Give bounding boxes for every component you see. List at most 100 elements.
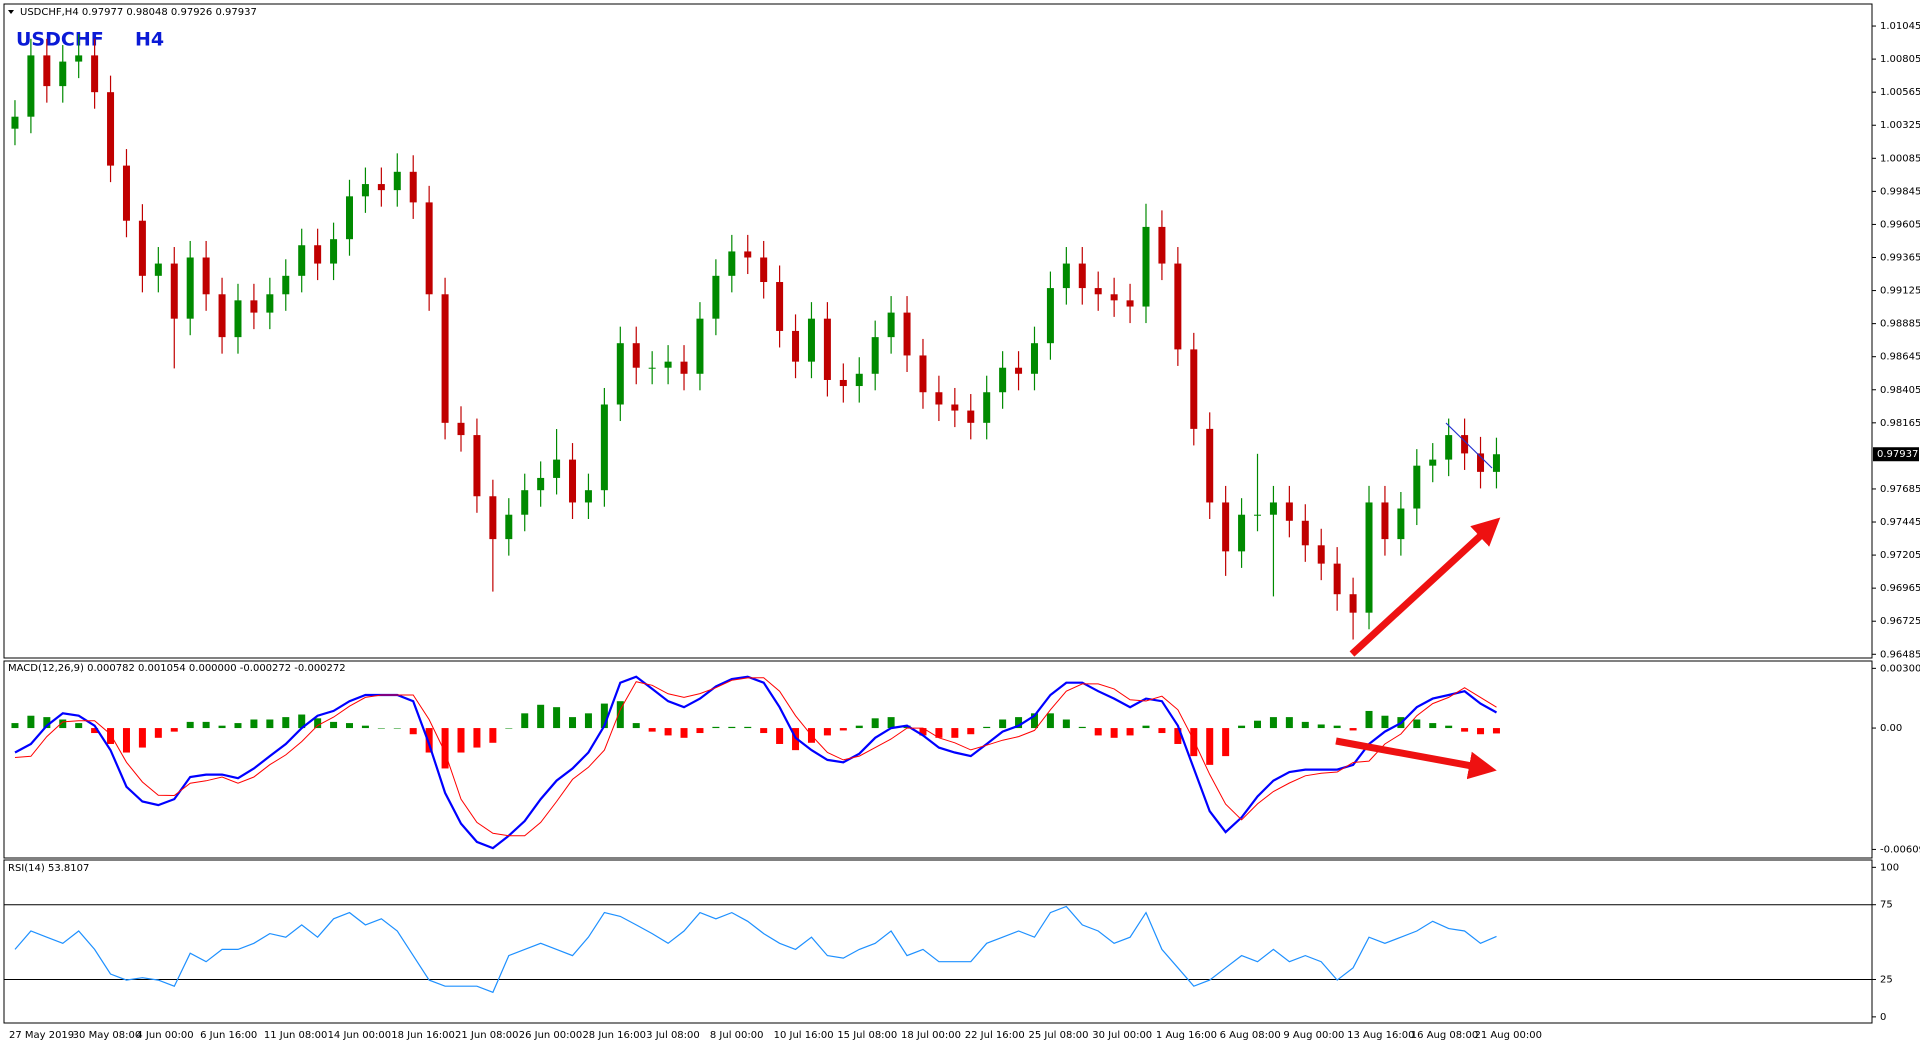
candle-body xyxy=(1397,508,1405,540)
arrow-right xyxy=(1335,737,1497,780)
candle-body xyxy=(1174,263,1182,350)
trend-line xyxy=(1445,422,1493,469)
x-tick-label: 6 Aug 08:00 xyxy=(1220,1030,1281,1041)
rsi-panel xyxy=(3,859,1873,1024)
histogram-bar xyxy=(377,728,385,729)
candle-body xyxy=(1254,514,1262,516)
histogram-bar xyxy=(1222,728,1230,757)
candle-body xyxy=(1285,502,1293,521)
histogram-bar xyxy=(776,728,784,744)
candle-body xyxy=(425,202,433,295)
candle-body xyxy=(1413,465,1421,509)
candle-body xyxy=(537,477,545,491)
candle-body xyxy=(569,459,577,503)
histogram-bar xyxy=(648,728,656,732)
histogram-bar xyxy=(138,728,146,748)
histogram-bar xyxy=(1030,713,1038,729)
histogram-bar xyxy=(553,707,561,729)
candle-body xyxy=(473,435,481,497)
histogram-bar xyxy=(170,728,178,732)
candle-body xyxy=(521,490,529,515)
x-tick-label: 4 Jun 00:00 xyxy=(136,1030,193,1041)
candle-body xyxy=(361,184,369,197)
candle-body xyxy=(43,55,51,87)
histogram-bar xyxy=(744,726,752,729)
candle-body xyxy=(823,318,831,380)
candle-body xyxy=(1492,454,1500,472)
candle-body xyxy=(1269,502,1277,515)
candle-body xyxy=(1142,226,1150,307)
y-tick-label: 0.003001 xyxy=(1880,663,1920,674)
histogram-bar xyxy=(664,728,672,736)
histogram-bar xyxy=(1301,721,1309,729)
histogram-bar xyxy=(887,717,895,729)
candle-body xyxy=(903,312,911,356)
histogram-bar xyxy=(91,728,99,734)
candle-body xyxy=(186,257,194,319)
candle-body xyxy=(887,312,895,338)
candle-body xyxy=(1015,367,1023,374)
histogram-bar xyxy=(967,728,975,735)
candle-body xyxy=(839,379,847,387)
histogram-bar xyxy=(75,723,83,729)
candle-body xyxy=(377,184,385,191)
candle-body xyxy=(59,61,67,87)
y-tick-label: 0.98165 xyxy=(1880,418,1920,429)
y-tick-label: -0.006099 xyxy=(1880,844,1920,855)
candle-body xyxy=(712,275,720,319)
candle-body xyxy=(871,337,879,374)
x-tick-label: 26 Jun 00:00 xyxy=(519,1030,583,1041)
x-tick-label: 22 Jul 16:00 xyxy=(965,1030,1025,1041)
histogram-bar xyxy=(218,725,226,729)
timeframe-label: H4 xyxy=(135,29,164,51)
y-tick-label: 1.01045 xyxy=(1880,21,1920,32)
collapse-icon[interactable] xyxy=(8,10,14,14)
y-tick-label: 0.97685 xyxy=(1880,484,1920,495)
symbol-label: USDCHF xyxy=(16,29,104,51)
candle-body xyxy=(234,300,242,338)
rsi-title: RSI(14) 53.8107 xyxy=(8,863,89,874)
candle-body xyxy=(1190,349,1198,429)
x-tick-label: 11 Jun 08:00 xyxy=(264,1030,328,1041)
candle-body xyxy=(218,294,226,338)
candle-body xyxy=(170,263,178,319)
histogram-bar xyxy=(107,728,115,744)
candle-body xyxy=(250,300,258,313)
histogram-bar xyxy=(521,713,529,729)
y-tick-label: 75 xyxy=(1880,900,1893,911)
candle-body xyxy=(1094,288,1102,295)
candle-body xyxy=(266,294,274,313)
y-tick-label: 0.98885 xyxy=(1880,319,1920,330)
plot-area: 1.01045 1.00805 1.00565 1.00325 1.00085 0.998… xyxy=(4,21,1920,1041)
candle-body xyxy=(202,257,210,295)
histogram-bar xyxy=(935,728,943,738)
y-tick-label: 0.98645 xyxy=(1880,352,1920,363)
histogram-bar xyxy=(59,719,67,729)
histogram-bar xyxy=(122,728,130,753)
histogram-bar xyxy=(760,728,768,734)
histogram-bar xyxy=(1349,728,1357,731)
candle-body xyxy=(1445,435,1453,460)
candle-body xyxy=(855,373,863,387)
histogram-bar xyxy=(1046,713,1054,729)
candle-body xyxy=(138,220,146,276)
indicator-line xyxy=(14,675,1498,850)
histogram-bar xyxy=(600,703,608,729)
histogram-bar xyxy=(569,717,577,729)
histogram-bar xyxy=(489,728,497,743)
y-tick-label: 0.97445 xyxy=(1880,517,1920,528)
candle-body xyxy=(1222,502,1230,552)
candle-body xyxy=(409,171,417,203)
histogram-bar xyxy=(234,723,242,729)
candle-body xyxy=(983,392,991,423)
price-panel xyxy=(3,3,1873,659)
candle-body xyxy=(1349,594,1357,613)
candle-body xyxy=(935,392,943,405)
candle-body xyxy=(728,251,736,276)
histogram-bar xyxy=(11,723,19,729)
candle-body xyxy=(632,343,640,368)
histogram-bar xyxy=(361,725,369,729)
y-tick-label: 0.99125 xyxy=(1880,286,1920,297)
